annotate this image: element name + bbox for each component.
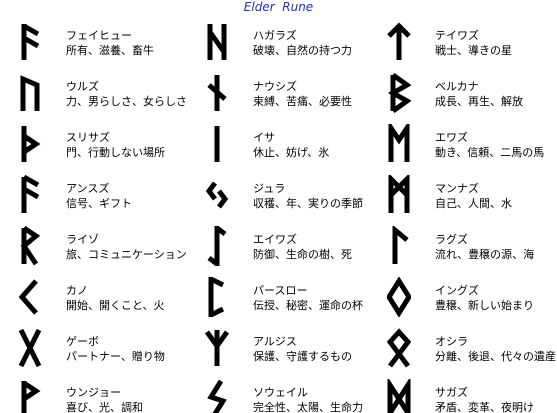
rune-glyph (207, 75, 227, 111)
rune-glyph (208, 277, 225, 317)
rune-glyph (20, 75, 40, 111)
rune-name: オシラ (435, 335, 468, 348)
rune-glyph (207, 226, 227, 266)
rune-entry: ベルカナ成長、再生、解放 (387, 73, 557, 121)
rune-name: ナウシズ (253, 80, 297, 93)
rune-entry: エイワズ防御、生命の樹、死 (205, 226, 385, 274)
rune-meaning: 矛盾、変革、夜明け (435, 401, 534, 413)
rune-glyph (388, 124, 410, 162)
rune-meaning: 喜び、光、調和 (66, 401, 143, 413)
rune-meaning: 豊穣、新しい始まり (435, 299, 534, 312)
rune-meaning: 防御、生命の樹、死 (253, 248, 352, 261)
rune-meaning: 成長、再生、解放 (435, 95, 523, 108)
rune-entry: サガズ矛盾、変革、夜明け (387, 379, 557, 413)
rune-meaning: 収穫、年、実りの季節 (253, 197, 363, 210)
rune-name: イサ (253, 131, 275, 144)
rune-name: ベルカナ (435, 80, 479, 93)
rune-name: ジュラ (253, 182, 286, 195)
rune-entry: パースロー伝授、秘密、運命の杯 (205, 277, 385, 325)
rune-glyph (387, 328, 411, 368)
rune-meaning: 自己、人間、水 (435, 197, 512, 210)
rune-glyph (21, 380, 41, 413)
rune-meaning: 所有、滋養、畜牛 (66, 44, 154, 57)
rune-meaning: 旅、コミュニケーション (66, 248, 187, 261)
rune-meaning: 休止、妨げ、氷 (253, 146, 330, 159)
rune-entry: ナウシズ束縛、苦痛、必要性 (205, 73, 385, 121)
rune-entry: テイワズ戦士、導きの星 (387, 22, 557, 70)
rune-name: ラグズ (435, 233, 468, 246)
rune-entry: スリサズ門、行動しない場所 (18, 124, 198, 172)
rune-entry: オシラ分離、後退、代々の遺産 (387, 328, 557, 376)
title: Elder Rune (243, 0, 314, 14)
rune-name: ゲーボ (66, 335, 99, 348)
rune-meaning: 戦士、導きの星 (435, 44, 512, 57)
rune-entry: ラグズ流れ、豊穣の源、海 (387, 226, 557, 274)
rune-glyph (21, 23, 40, 60)
rune-glyph (388, 175, 410, 213)
rune-glyph (205, 181, 229, 209)
rune-entry: カノ開始、開くこと、火 (18, 277, 198, 325)
rune-entry: ゲーボパートナー、贈り物 (18, 328, 198, 376)
rune-entry: ライゾ旅、コミュニケーション (18, 226, 198, 274)
rune-entry: イングズ豊穣、新しい始まり (387, 277, 557, 325)
rune-name: スリサズ (66, 131, 110, 144)
rune-entry: アンスズ信号、ギフト (18, 175, 198, 223)
rune-name: アンスズ (66, 182, 110, 195)
rune-glyph (18, 328, 42, 368)
rune-meaning: 伝授、秘密、運命の杯 (253, 299, 363, 312)
rune-glyph (392, 226, 409, 264)
rune-name: マンナズ (435, 182, 479, 195)
rune-entry: マンナズ自己、人間、水 (387, 175, 557, 223)
rune-meaning: 開始、開くこと、火 (66, 299, 165, 312)
rune-meaning: 門、行動しない場所 (66, 146, 165, 159)
rune-name: フェイヒュー (66, 29, 132, 42)
rune-glyph (207, 24, 227, 60)
rune-name: ライゾ (66, 233, 99, 246)
rune-name: カノ (66, 284, 88, 297)
rune-name: サガズ (435, 386, 468, 399)
rune-glyph (21, 126, 41, 162)
rune-name: テイワズ (435, 29, 479, 42)
rune-meaning: 分離、後退、代々の遺産 (435, 350, 556, 363)
rune-entry: ハガラズ破壊、自然の持つ力 (205, 22, 385, 70)
rune-entry: フェイヒュー所有、滋養、畜牛 (18, 22, 198, 70)
rune-glyph (205, 330, 229, 366)
rune-glyph (207, 379, 227, 413)
rune-name: ソウェイル (253, 386, 308, 399)
rune-glyph (18, 279, 38, 315)
rune-glyph (387, 22, 411, 60)
rune-name: パースロー (253, 284, 308, 297)
rune-entry: ウルズ力、男らしさ、女らしさ (18, 73, 198, 121)
rune-glyph (214, 126, 220, 162)
rune-meaning: 力、男らしさ、女らしさ (66, 95, 187, 108)
rune-entry: イサ 休止、妨げ、氷 (205, 124, 385, 172)
rune-meaning: パートナー、贈り物 (66, 350, 165, 363)
rune-glyph (387, 379, 411, 413)
rune-name: エワズ (435, 131, 468, 144)
rune-glyph (387, 73, 411, 113)
rune-entry: エワズ動き、信頼、二馬の馬 (387, 124, 557, 172)
rune-glyph (20, 226, 41, 266)
rune-name: ハガラズ (253, 29, 297, 42)
rune-meaning: 保護、守護するもの (253, 350, 352, 363)
rune-glyph (21, 175, 40, 213)
rune-entry: ソウェイル完全性、太陽、生命力 (205, 379, 385, 413)
rune-meaning: 信号、ギフト (66, 197, 132, 210)
rune-name: イングズ (435, 284, 479, 297)
rune-entry: アルジス保護、守護するもの (205, 328, 385, 376)
rune-glyph (387, 277, 411, 317)
rune-meaning: 束縛、苦痛、必要性 (253, 95, 352, 108)
rune-name: エイワズ (253, 233, 297, 246)
rune-entry: ジュラ収穫、年、実りの季節 (205, 175, 385, 223)
rune-meaning: 動き、信頼、二馬の馬 (435, 146, 545, 159)
rune-meaning: 完全性、太陽、生命力 (253, 401, 363, 413)
rune-name: ウルズ (66, 80, 99, 93)
rune-meaning: 流れ、豊穣の源、海 (435, 248, 535, 261)
rune-meaning: 破壊、自然の持つ力 (253, 44, 352, 57)
rune-entry: ウンジョー喜び、光、調和 (18, 379, 198, 413)
rune-name: アルジス (253, 335, 297, 348)
rune-name: ウンジョー (66, 386, 121, 399)
